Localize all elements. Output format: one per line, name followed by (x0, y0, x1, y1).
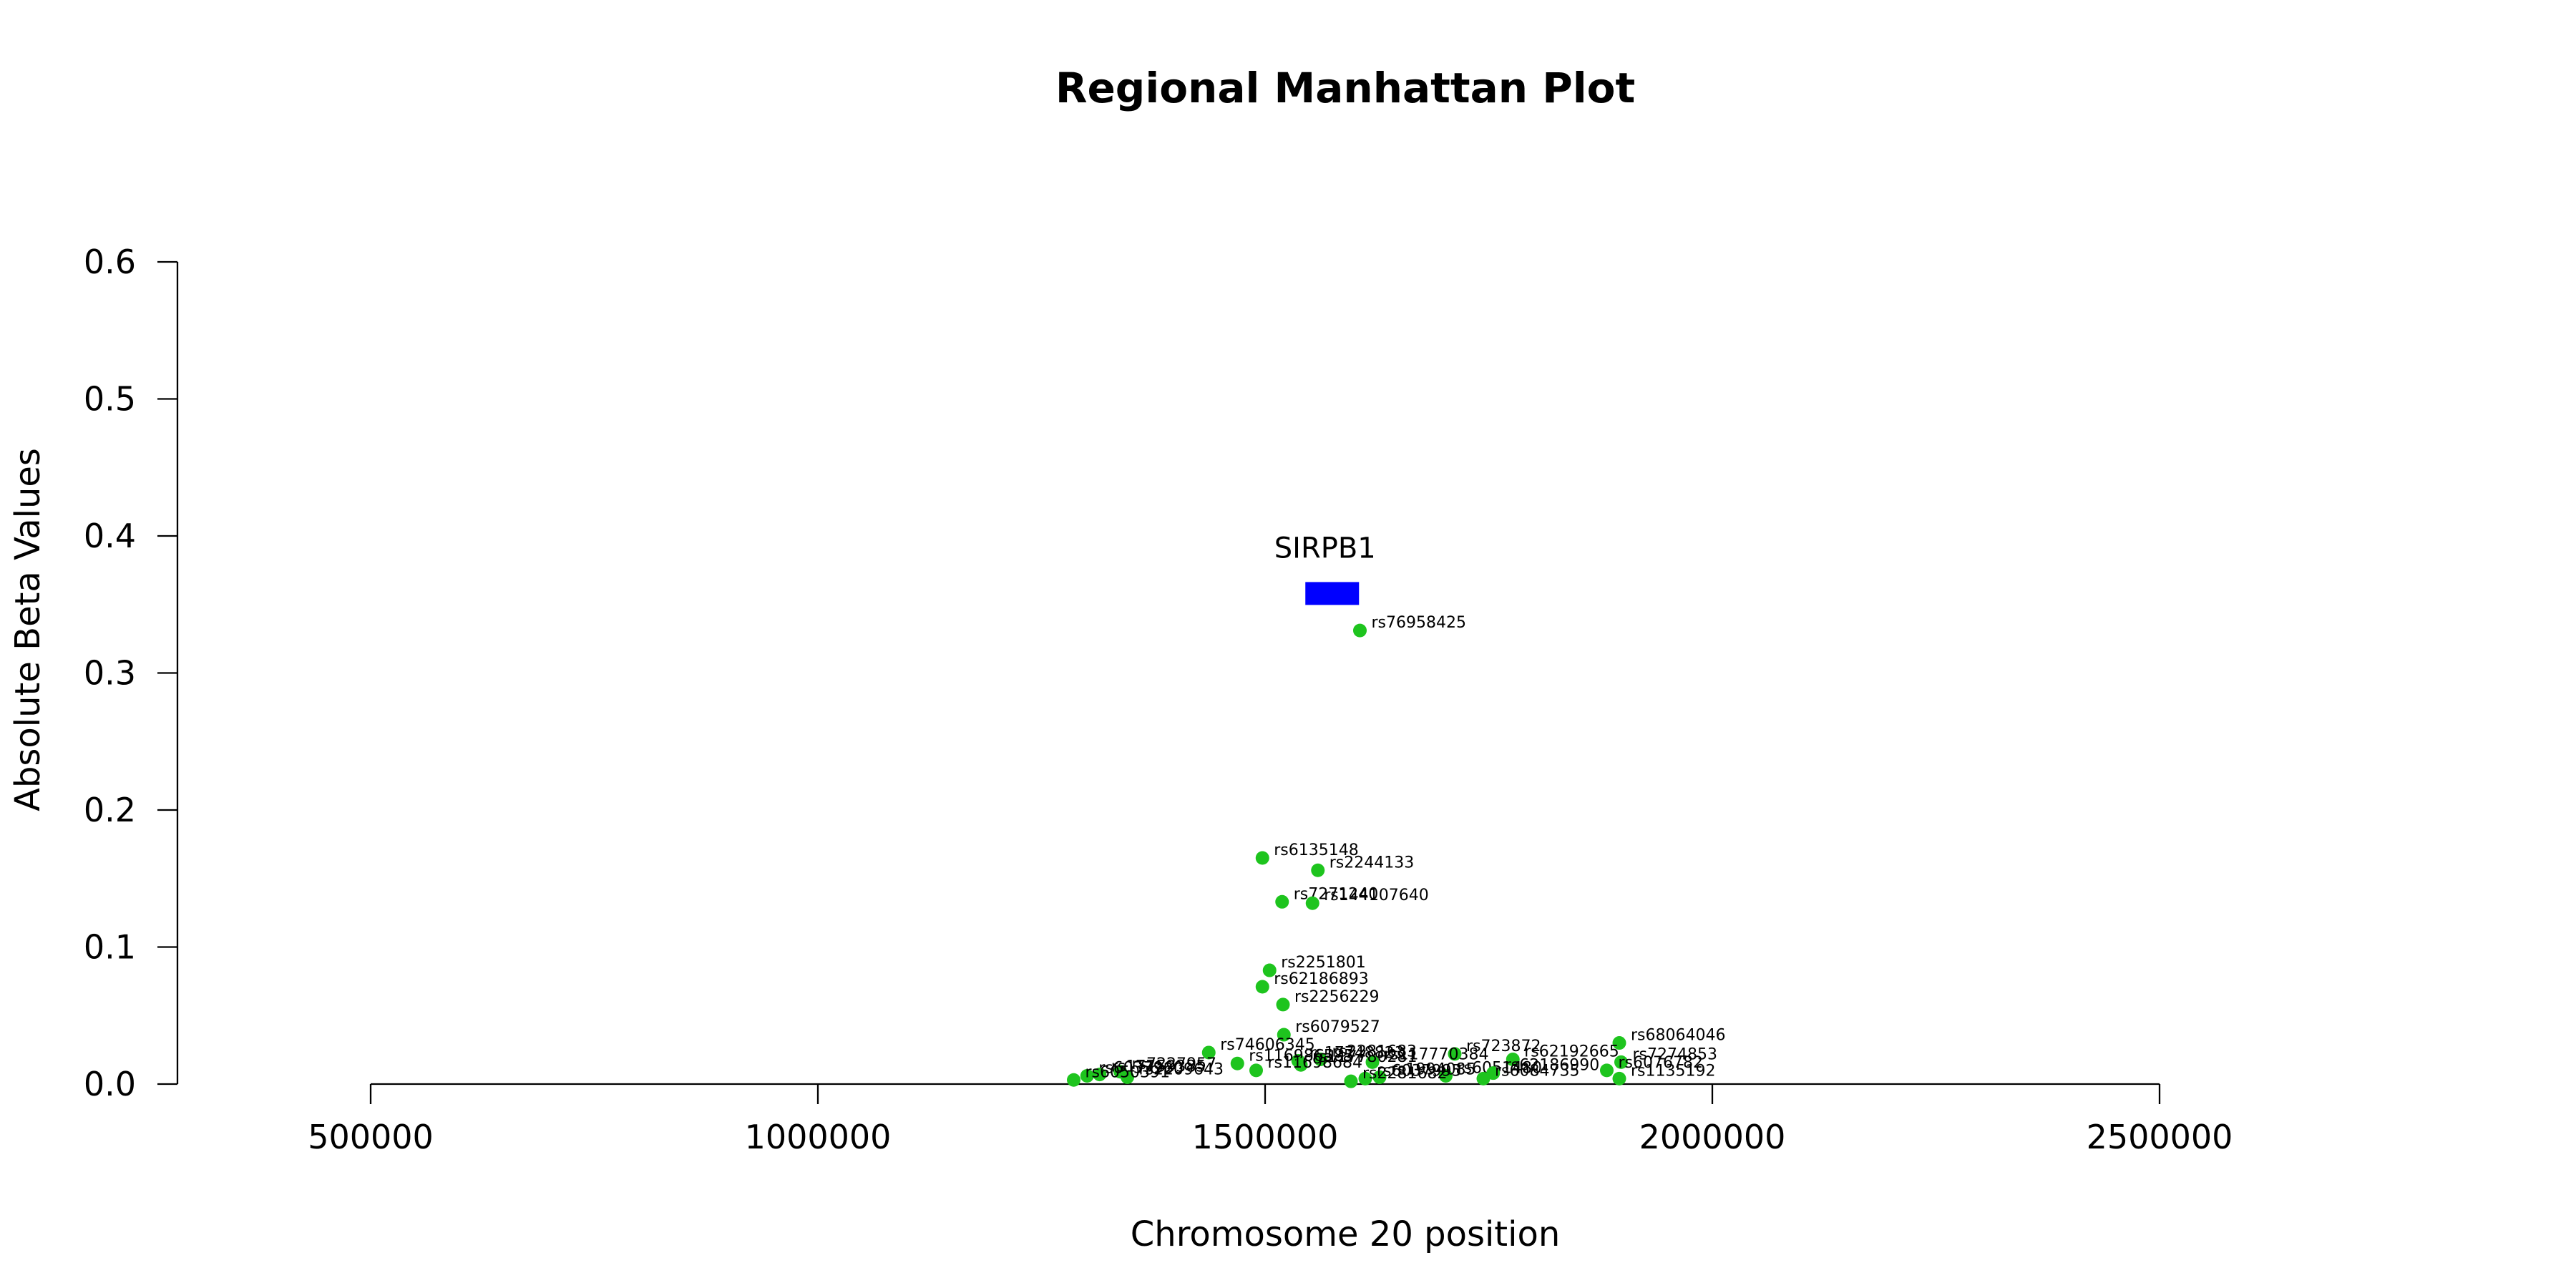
snp-point (1439, 1069, 1453, 1083)
snp-point (1080, 1069, 1094, 1083)
plot-area: 0.0 0.1 0.2 0.3 0.4 0.5 0.6 500000 1000000 150000… (84, 243, 2233, 1156)
snp-point (1255, 980, 1269, 994)
x-tick-label: 1500000 (1192, 1118, 1339, 1156)
snp-label: rs2209643 (1139, 1060, 1224, 1078)
snp-point (1201, 1045, 1216, 1060)
x-axis-title: Chromosome 20 position (1131, 1214, 1561, 1254)
y-tick-label: 0.6 (84, 243, 136, 281)
snp-point (1358, 1071, 1372, 1085)
snp-label: rs62186990 (1505, 1057, 1599, 1075)
snp-label: rs144107640 (1324, 887, 1428, 904)
snp-label: rs11698684 (1268, 1054, 1362, 1072)
snp-point (1262, 963, 1277, 977)
snp-label: rs74606345 (1220, 1036, 1314, 1054)
snp-point (1294, 1058, 1308, 1072)
snp-label: rs2281682 (1362, 1065, 1448, 1083)
snp-point (1506, 1053, 1520, 1067)
snp-point (1277, 1028, 1291, 1042)
x-tick-label: 500000 (308, 1118, 434, 1156)
y-tick-label: 0.2 (84, 791, 136, 829)
gene-label: SIRPB1 (1274, 532, 1376, 565)
snp-point (1230, 1056, 1244, 1070)
snp-label: rs2251801 (1281, 954, 1366, 972)
y-tick-label: 0.5 (84, 380, 136, 419)
snp-point (1255, 851, 1269, 865)
snp-label: rs117770384 (1384, 1045, 1488, 1063)
snp-point (1353, 623, 1367, 638)
snp-label: rs6076782 (1619, 1054, 1704, 1072)
snp-point (1365, 1055, 1380, 1069)
snp-label: rs76958425 (1372, 614, 1466, 632)
snp-point (1372, 1070, 1387, 1084)
gene-bar (1305, 582, 1360, 605)
snp-point (1305, 896, 1319, 910)
snp-label: rs723872 (1466, 1038, 1541, 1055)
snp-label: rs6037995 (1377, 1062, 1462, 1080)
y-tick-label: 0.1 (84, 928, 136, 967)
snp-point (1249, 1063, 1263, 1078)
snp-label: rs6135148 (1274, 841, 1359, 859)
snp-point (1093, 1068, 1107, 1082)
snp-label: rs6084735 (1495, 1062, 1580, 1080)
snp-point (1311, 863, 1325, 877)
snp-label: rs6079527 (1295, 1018, 1380, 1036)
snp-point (1344, 1074, 1358, 1088)
snp-point (1121, 1070, 1134, 1084)
x-tick-label: 1000000 (745, 1118, 892, 1156)
chart-title: Regional Manhattan Plot (1055, 64, 1635, 112)
snp-point (1448, 1047, 1462, 1061)
snp-label: rs117780281 (1312, 1048, 1417, 1066)
snp-point (1612, 1036, 1626, 1050)
snp-point (1067, 1073, 1080, 1087)
y-axis-title: Absolute Beta Values (8, 448, 48, 811)
snp-point (1612, 1071, 1626, 1085)
snp-point (1275, 894, 1289, 909)
y-tick-label: 0.3 (84, 654, 136, 693)
snp-label: rs1135192 (1631, 1062, 1716, 1080)
y-tick-label: 0.4 (84, 517, 136, 555)
x-tick-label: 2500000 (2087, 1118, 2233, 1156)
snp-point (1476, 1071, 1491, 1085)
snp-label: rs2256229 (1294, 988, 1380, 1006)
snp-label: rs1994085 (1391, 1060, 1476, 1078)
snp-point (1600, 1063, 1614, 1078)
y-tick-label: 0.0 (84, 1065, 136, 1103)
snp-label: rs2244133 (1330, 854, 1415, 872)
snp-label: rs7227957 (1132, 1055, 1217, 1073)
snp-label: rs6037960 (1098, 1060, 1184, 1078)
snp-label: rs62186893 (1274, 970, 1368, 988)
snp-point (1314, 1053, 1327, 1067)
snp-label: rs62192665 (1524, 1043, 1619, 1061)
snp-label: rs17759385 (1111, 1058, 1206, 1076)
snp-label: rs7274853 (1633, 1045, 1718, 1063)
snp-point (1614, 1055, 1628, 1069)
x-tick-label: 2000000 (1639, 1118, 1786, 1156)
snp-label: rs6050391 (1085, 1063, 1171, 1081)
snp-label: rs68064046 (1631, 1027, 1725, 1045)
snp-point (1276, 997, 1290, 1012)
